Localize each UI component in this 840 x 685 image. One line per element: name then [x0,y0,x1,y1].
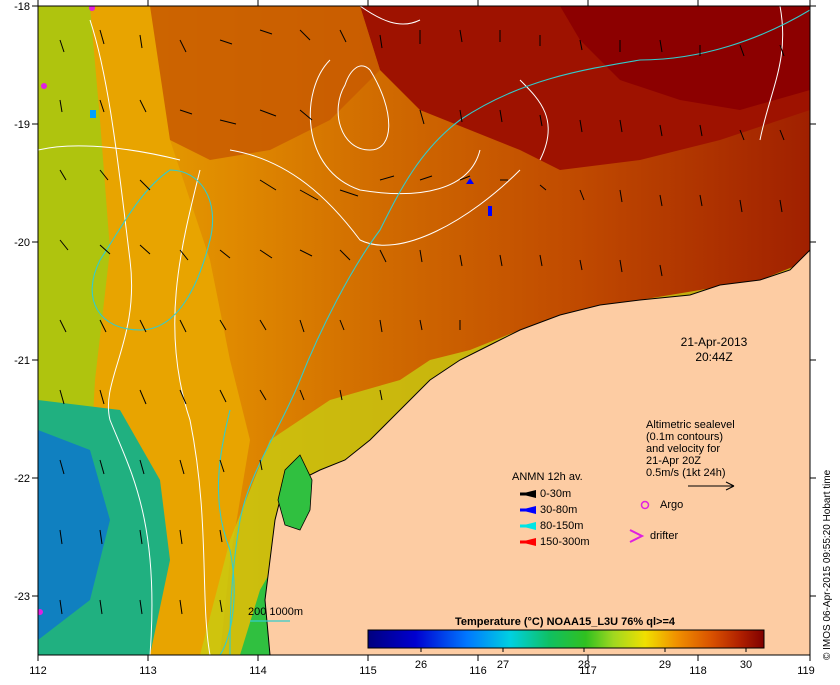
lon-tick-115: 115 [359,665,377,677]
anmn-marker-blue [488,206,492,216]
lat-tick-labels: -18 -19 -20 -21 -22 -23 [14,1,30,603]
argo-float [38,609,43,615]
colorbar-tick-labels: 26 27 28 29 30 [415,659,752,671]
lon-tick-114: 114 [249,665,267,677]
lat-tick-23: -23 [14,591,30,603]
altimetry-line1: Altimetric sealevel [646,419,735,431]
plot-border [37,5,811,656]
colorbar-title: Temperature (°C) NOAA15_L3U 76% ql>=4 [455,616,676,628]
sw-cold-patch [38,430,110,640]
anmn-legend-label-150-300m: 150-300m [540,536,590,548]
lat-tick-marks [32,5,816,597]
colorbar-tick-29: 29 [659,659,671,671]
sst-field [38,6,810,655]
lon-tick-119: 119 [797,665,815,677]
isobath-lines [91,9,810,655]
anmn-legend-label-0-30m: 0-30m [540,488,571,500]
altimetry-line4: 21-Apr 20Z [646,455,701,467]
colorbar-tick-28: 28 [578,659,590,671]
colorbar-tick-27: 27 [497,659,509,671]
lat-tick-20: -20 [14,237,30,249]
lon-tick-marks [37,0,811,661]
credit-text: © IMOS 06-Apr-2015 09:55:20 Hobart time [822,469,833,660]
lon-tick-118: 118 [689,665,707,677]
drifter-legend-icon [629,529,645,543]
mid-band [150,6,380,160]
colorbar-ticks [420,648,747,652]
date-label: 21-Apr-2013 [681,335,748,349]
lon-tick-116: 116 [469,665,487,677]
velocity-scale-arrow [688,481,735,491]
colorbar [367,629,765,649]
anmn-legend-label-80-150m: 80-150m [540,520,583,532]
argo-legend-icon [640,500,650,510]
altimetry-line5: 0.5m/s (1kt 24h) [646,467,725,479]
lon-tick-labels: 112 113 114 115 116 117 118 119 [29,665,815,677]
lat-tick-22: -22 [14,473,30,485]
hot-ne-region [560,6,810,110]
altimetry-note: Altimetric sealevel (0.1m contours) and … [646,419,735,479]
anmn-legend: 0-30m 30-80m 80-150m 150-300m [520,488,590,548]
time-label: 20:44Z [695,350,732,364]
anmn-legend-title: ANMN 12h av. [512,471,583,483]
lat-tick-19: -19 [14,119,30,131]
anmn-legend-label-30-80m: 30-80m [540,504,577,516]
lat-tick-21: -21 [14,355,30,367]
lon-tick-112: 112 [29,665,47,677]
anmn-marker-cyan [90,110,96,118]
land-mass [264,249,810,655]
colorbar-tick-26: 26 [415,659,427,671]
exmouth-gulf [277,454,313,531]
colorbar-tick-30: 30 [740,659,752,671]
argo-float [89,6,95,11]
altimetry-line3: and velocity for [646,443,720,455]
sealevel-contours [38,6,784,655]
argo-legend-label: Argo [660,499,683,511]
lon-tick-117: 117 [579,665,597,677]
vector-arrows [59,29,785,615]
altimetry-line2: (0.1m contours) [646,431,723,443]
current-vectors [59,29,785,615]
isobath-legend-label: 200 1000m [248,606,303,618]
lat-tick-18: -18 [14,1,30,13]
anmn-arrow-blue [466,178,474,184]
drifter-legend-label: drifter [650,530,678,542]
lon-tick-113: 113 [139,665,157,677]
west-green-patch [38,6,110,470]
argo-float [41,83,47,89]
